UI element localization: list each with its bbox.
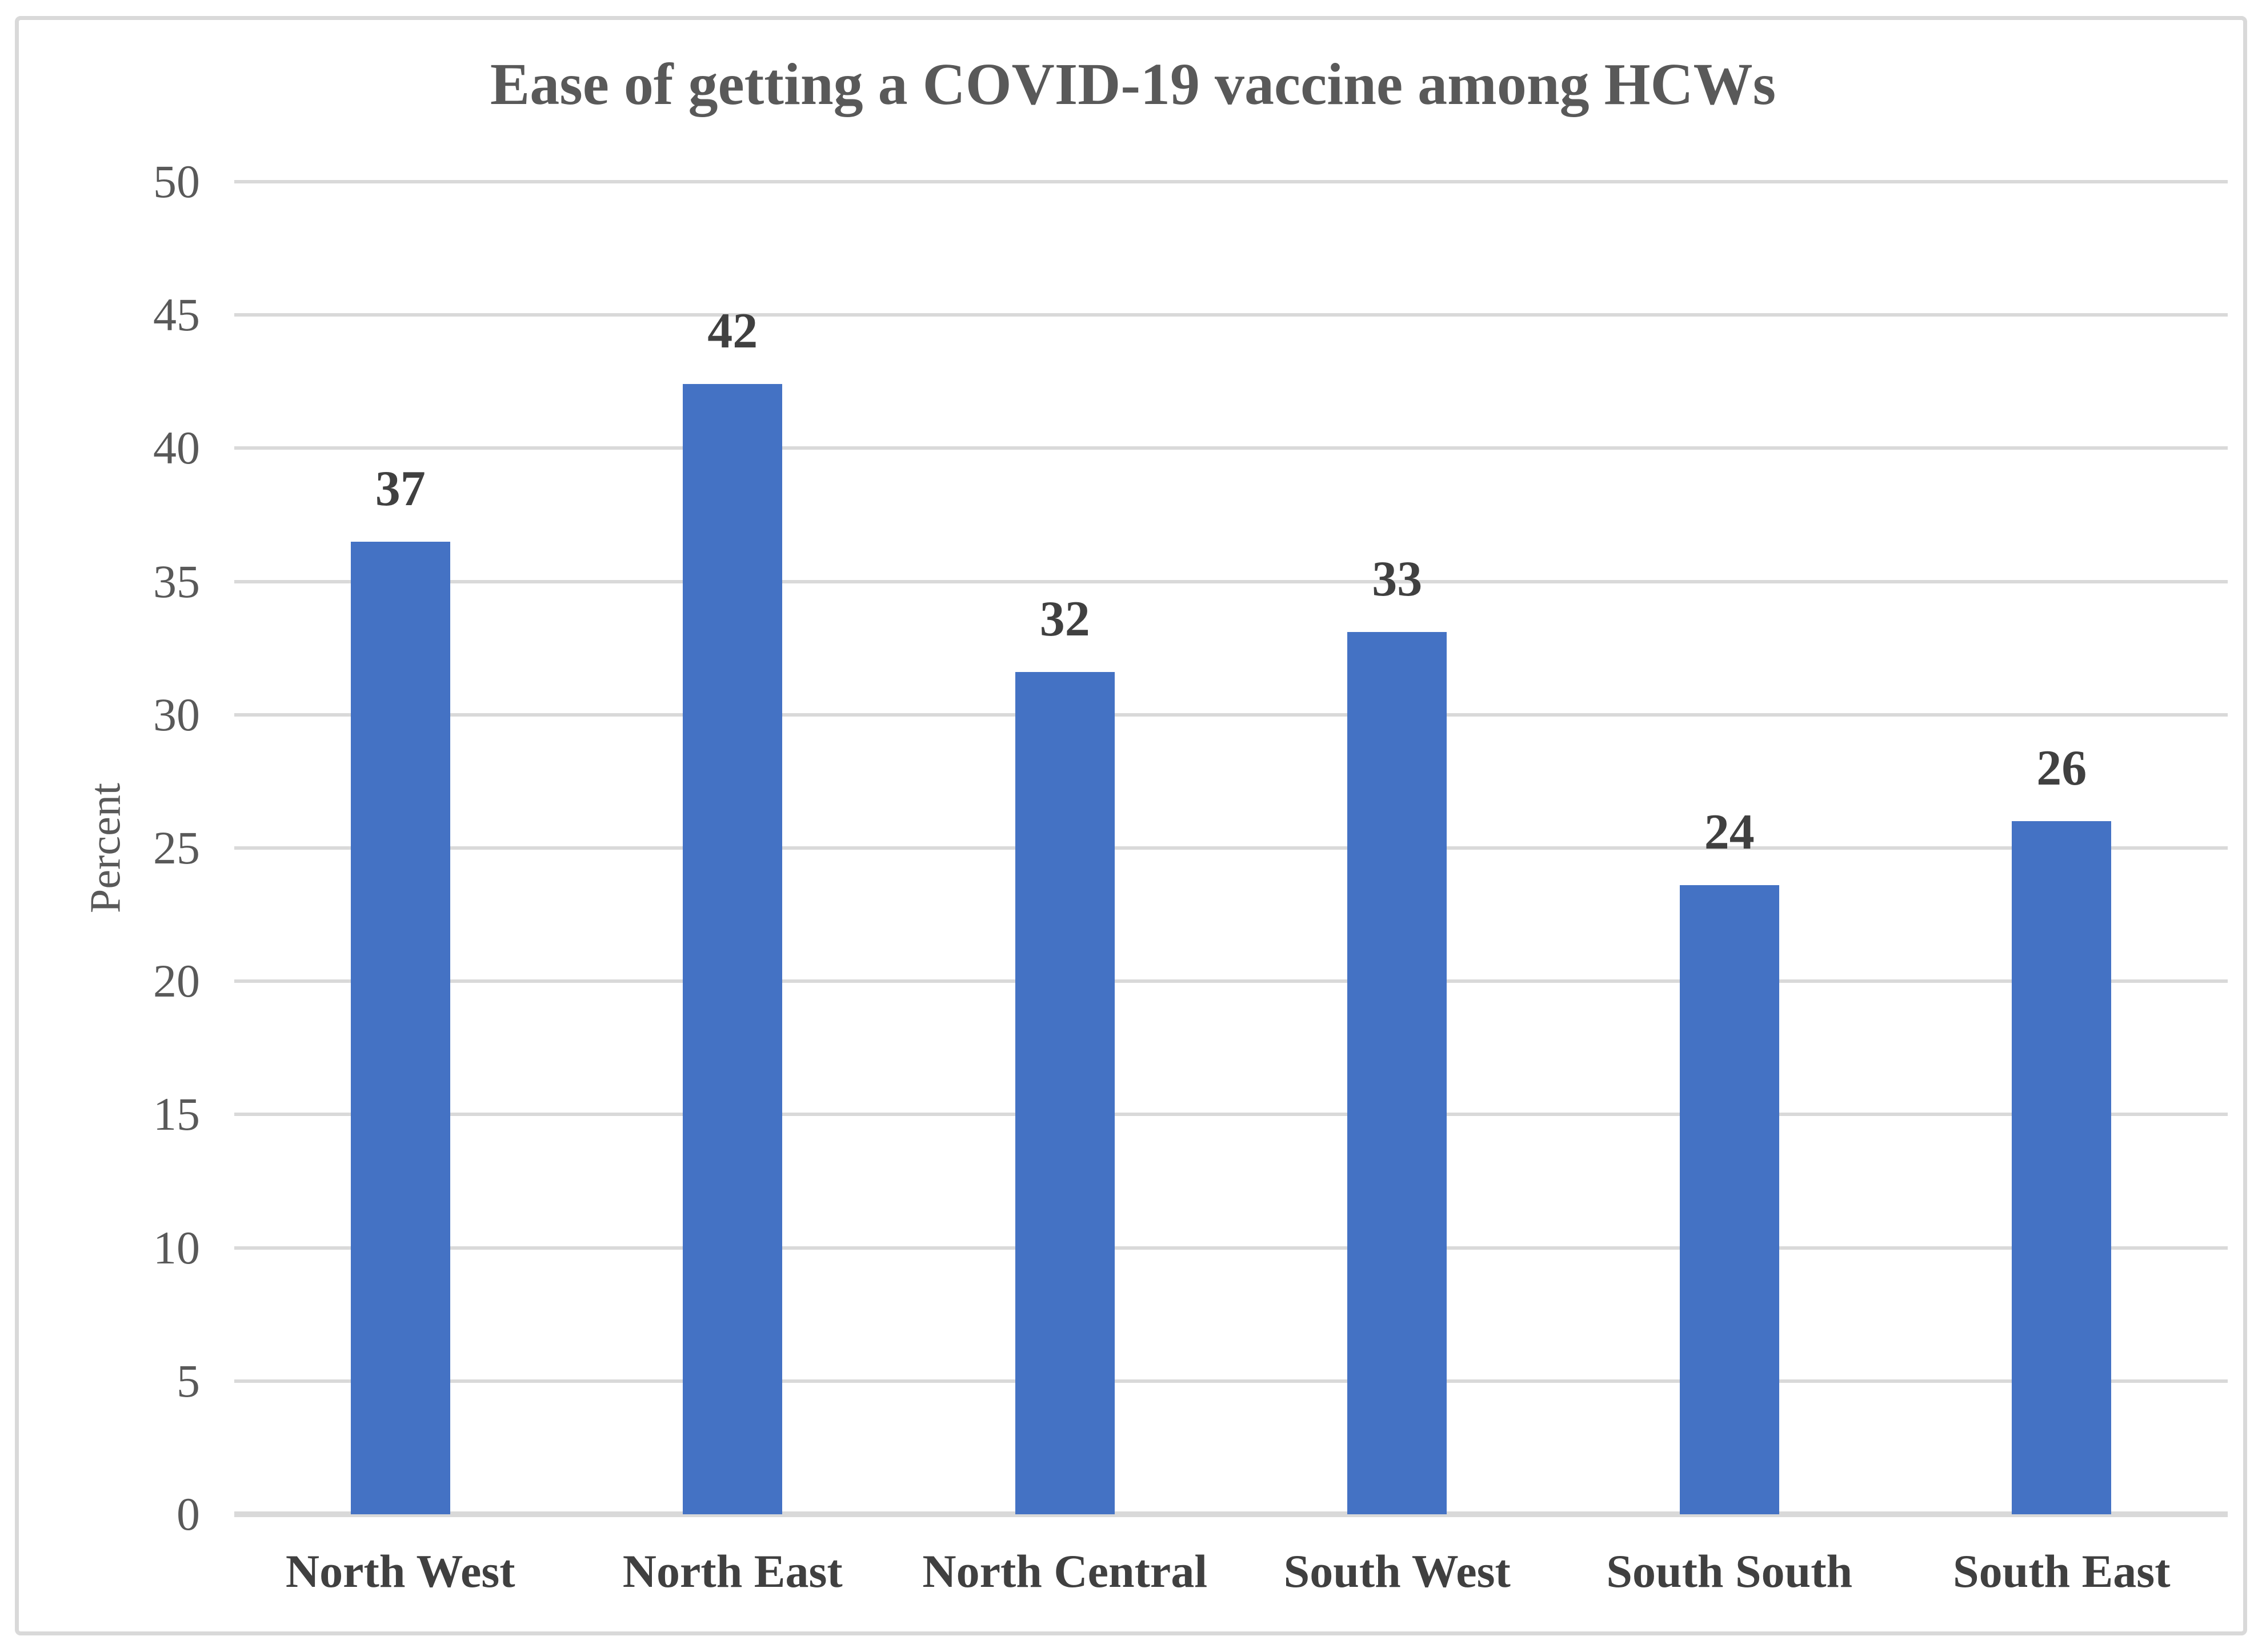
gridline-5 [234,1379,2228,1383]
bar-north-east [683,384,783,1514]
x-axis-category-labels: North West North East North Central South W… [234,1538,2228,1605]
category-label-south-south: South South [1606,1545,1853,1597]
y-tick-label-25: 25 [153,822,200,874]
chart-border [15,16,2247,1635]
y-tick-label-45: 45 [153,289,200,341]
gridline-40 [234,446,2228,450]
bar-slot-south-south: 24 [1563,182,1896,1514]
gridline-25 [234,846,2228,850]
bar-slot-south-west: 33 [1231,182,1564,1514]
bar-value-label-north-central: 32 [1039,591,1090,647]
bar-north-west [350,541,450,1514]
bar-south-west [1347,632,1447,1514]
y-axis-tick-labels: 0 5 10 15 20 25 30 35 40 45 50 [0,155,200,1540]
gridline-45 [234,313,2228,317]
bar-slot-north-west: 37 [234,182,567,1514]
category-label-north-central: North Central [922,1545,1208,1597]
bar-value-label-north-west: 37 [375,461,426,517]
gridline-10 [234,1246,2228,1250]
y-tick-label-0: 0 [177,1488,200,1540]
category-label-north-west: North West [285,1545,515,1597]
bar-value-label-south-south: 24 [1704,805,1755,861]
gridline-15 [234,1113,2228,1117]
gridline-50 [234,180,2228,183]
bar-value-label-north-east: 42 [707,303,758,359]
bar-north-central [1015,672,1115,1514]
y-tick-label-50: 50 [153,155,200,207]
bar-slot-north-east: 42 [567,182,899,1514]
y-tick-label-15: 15 [153,1088,200,1141]
y-tick-label-20: 20 [153,955,200,1007]
chart-title: Ease of getting a COVID-19 vaccine among… [490,51,1776,117]
category-label-south-west: South West [1283,1545,1511,1597]
bar-slot-north-central: 32 [899,182,1231,1514]
gridline-35 [234,579,2228,583]
plot-area: 37 42 32 33 24 26 [234,180,2228,1517]
category-label-south-east: South East [1952,1545,2171,1597]
y-tick-label-30: 30 [153,688,200,741]
bar-value-label-south-west: 33 [1372,551,1423,607]
y-tick-label-35: 35 [153,555,200,607]
gridline-20 [234,979,2228,983]
bar-slot-south-east: 26 [1896,182,2228,1514]
bar-south-south [1679,885,1779,1514]
y-tick-label-40: 40 [153,422,200,474]
y-tick-label-5: 5 [177,1354,200,1407]
category-label-north-east: North East [622,1545,843,1597]
x-axis-line [234,1511,2228,1517]
bar-south-east [2012,821,2112,1514]
y-tick-label-10: 10 [153,1221,200,1274]
gridline-30 [234,713,2228,717]
bar-value-label-south-east: 26 [2036,741,2087,797]
bars-layer: 37 42 32 33 24 26 [234,182,2228,1514]
